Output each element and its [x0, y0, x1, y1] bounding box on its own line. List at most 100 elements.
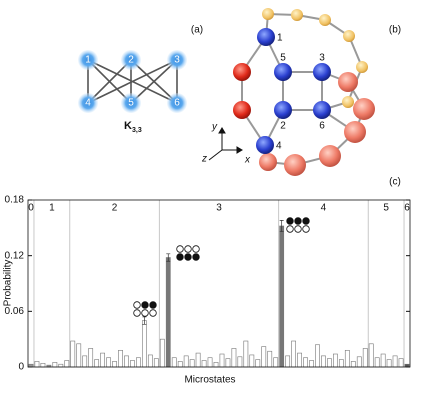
sector-label: 4 [321, 203, 327, 214]
bar [344, 349, 350, 368]
bar [338, 359, 344, 368]
atom [319, 14, 331, 26]
bar [159, 338, 165, 368]
graph-node [78, 50, 98, 70]
bar [350, 361, 356, 368]
bar [309, 360, 314, 368]
site-label: 2 [280, 121, 286, 132]
bar [225, 358, 231, 368]
sector-label: 0 [28, 203, 34, 214]
site [257, 28, 275, 46]
site [274, 101, 292, 119]
bar [386, 359, 392, 368]
node-label: 3 [174, 55, 180, 66]
node-label: 6 [174, 98, 180, 109]
bar [273, 357, 279, 368]
y-tick-label: 0.18 [5, 195, 25, 206]
bar [106, 357, 111, 368]
axes-icon [208, 127, 243, 161]
atom [342, 96, 354, 108]
bar [94, 359, 100, 368]
node-label: 4 [85, 98, 91, 109]
sector-label: 6 [404, 203, 410, 214]
bar [362, 348, 368, 368]
bar [52, 362, 58, 368]
axis-label: y [211, 122, 218, 133]
site [256, 136, 274, 154]
site-label: 3 [319, 53, 325, 64]
atom [259, 153, 277, 171]
bar [118, 349, 123, 368]
graph-label: K [124, 120, 132, 132]
bar [165, 257, 171, 368]
sector-label: 1 [49, 203, 55, 214]
graph-node [167, 93, 187, 113]
bar [297, 352, 302, 368]
bar [171, 357, 177, 368]
sector-label: 3 [216, 203, 222, 214]
bar [183, 355, 189, 368]
bar [368, 343, 374, 368]
bar [88, 348, 94, 368]
graph-edges [87, 59, 178, 104]
atom [233, 63, 251, 81]
bar [285, 355, 291, 368]
error-bar [166, 253, 171, 262]
site [313, 101, 331, 119]
node-label: 1 [85, 55, 91, 66]
bar [124, 355, 129, 368]
bar [34, 361, 40, 368]
graph-node [167, 50, 187, 70]
bar [219, 353, 225, 368]
panel-label: (a) [191, 25, 203, 36]
error-bar [279, 220, 284, 232]
bar [374, 357, 380, 368]
bar [147, 354, 153, 368]
bar [333, 353, 338, 368]
bar [321, 355, 326, 368]
bar [112, 361, 117, 368]
state-icons [133, 217, 310, 317]
graph-label-sub: 3,3 [132, 127, 142, 134]
atom [343, 30, 355, 42]
bar [267, 350, 273, 368]
atom [319, 145, 341, 167]
bar [398, 358, 404, 368]
bar [142, 320, 147, 368]
bar [76, 343, 82, 368]
error-bar [142, 316, 147, 325]
bar [201, 360, 207, 368]
bar [213, 362, 219, 368]
bar [70, 340, 76, 368]
node-label: 2 [128, 55, 134, 66]
y-tick-label: 0.12 [5, 250, 25, 261]
panel-label: (b) [389, 25, 401, 36]
bar [231, 348, 237, 368]
atom [353, 98, 375, 120]
x-axis-label: Microstates [184, 375, 235, 386]
sector-label: 2 [112, 203, 118, 214]
molecule: 1 5 3 2 6 4 x y z (b) [201, 8, 401, 176]
bar [195, 352, 201, 368]
atom [233, 101, 251, 119]
bar [136, 357, 141, 368]
atom [338, 72, 358, 92]
y-tick-label: 0.06 [5, 306, 25, 317]
axis-label: x [244, 155, 251, 166]
bar [189, 359, 195, 368]
plot-frame [27, 199, 411, 368]
graph-node [78, 93, 98, 113]
bar [279, 225, 285, 368]
bar [392, 355, 398, 368]
atom [356, 61, 368, 73]
site [313, 63, 331, 81]
bar [100, 352, 105, 368]
bar [64, 360, 70, 368]
bar [243, 340, 249, 368]
bar [58, 363, 64, 368]
atom [344, 121, 366, 143]
bar [207, 357, 213, 368]
graph-node [121, 50, 141, 70]
bar [28, 363, 34, 368]
bar [404, 363, 410, 368]
